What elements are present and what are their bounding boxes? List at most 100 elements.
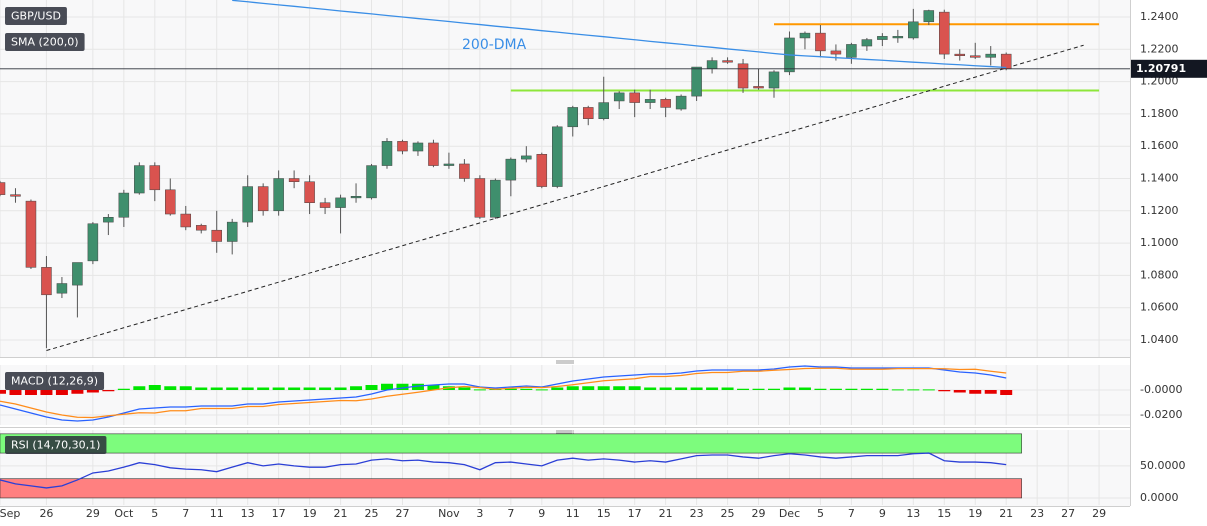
annotation: 200-DMA: [462, 37, 527, 53]
x-tick-label: 29: [86, 507, 100, 520]
histogram-bar: [102, 390, 115, 392]
candle-body: [969, 55, 981, 58]
histogram-bar: [241, 387, 254, 390]
histogram-bar: [675, 387, 688, 390]
x-tick-label: 17: [272, 507, 286, 520]
candle-body: [706, 60, 718, 69]
candle-body: [490, 179, 501, 218]
candle-body: [180, 213, 192, 228]
histogram-bar: [210, 387, 223, 390]
histogram-bar: [845, 388, 858, 390]
histogram-bar: [133, 386, 146, 390]
candle-body: [737, 63, 749, 89]
histogram-bar: [40, 390, 53, 395]
histogram-bar: [473, 389, 486, 391]
grid: [0, 0, 1130, 505]
histogram-bar: [334, 387, 347, 390]
last-price-label: 1.20791: [1136, 62, 1186, 75]
candle-body: [211, 229, 222, 242]
x-tick-label: 21: [999, 507, 1013, 520]
x-tick-label: 21: [659, 507, 673, 520]
histogram-bar: [179, 386, 192, 390]
rsi-band: [0, 478, 1022, 499]
y-tick-label: -0.0200: [1140, 408, 1182, 421]
histogram-bar: [737, 388, 750, 390]
candle-body: [923, 10, 935, 23]
candle-body: [335, 197, 346, 208]
y-tick-label: 1.1400: [1140, 172, 1179, 185]
candle-body: [722, 60, 733, 63]
histogram-bar: [257, 387, 270, 390]
x-tick-label: 7: [848, 507, 855, 520]
x-tick-label: 11: [210, 507, 224, 520]
x-tick-label: 25: [365, 507, 379, 520]
labels: 1.2400 1.2200 1.2000 1.1800 1.1600 1.1400 1.12…: [0, 7, 1207, 520]
candle-body: [567, 107, 579, 128]
histogram-bar: [272, 387, 285, 390]
candle-body: [273, 178, 284, 212]
histogram-bar: [891, 389, 904, 391]
macd-panel: [0, 365, 1130, 425]
legend-label: SMA (200,0): [11, 36, 79, 49]
y-tick-label: 0.0000: [1140, 491, 1179, 504]
x-tick-label: Dec: [779, 507, 800, 520]
panel-title: RSI (14,70,30,1): [11, 439, 100, 452]
panel-title: MACD (12,26,9): [11, 375, 98, 388]
last-price-box: [1131, 59, 1207, 78]
candle-body: [815, 32, 826, 52]
candle-body: [381, 141, 393, 166]
candle-body: [103, 217, 114, 223]
candle-body: [118, 192, 130, 218]
candle-body: [644, 99, 656, 103]
macd-line: [0, 367, 1007, 419]
resize-handle[interactable]: [556, 360, 574, 434]
histogram-bar: [752, 388, 765, 390]
histogram-bar: [768, 388, 780, 390]
marks: [0, 0, 1130, 499]
histogram-bar: [319, 387, 332, 390]
candle-body: [861, 39, 873, 47]
histogram-bar: [597, 386, 610, 390]
candle-body: [892, 36, 904, 39]
x-tick-label: 23: [1030, 507, 1044, 520]
candle-body: [443, 163, 455, 166]
candle-body: [165, 189, 176, 215]
histogram-bar: [690, 387, 703, 390]
y-tick-label: 1.0800: [1140, 268, 1179, 281]
macd-line: [0, 365, 1007, 422]
histogram-bar: [984, 390, 997, 394]
rsi-band: [0, 433, 1022, 454]
x-tick-label: 3: [476, 507, 483, 520]
x-tick-label: 9: [538, 507, 545, 520]
candle-body: [908, 21, 919, 39]
candle-body: [257, 186, 269, 212]
histogram-bar: [396, 383, 409, 390]
candle-body: [939, 11, 950, 55]
histogram-bar: [303, 387, 316, 390]
candle-body: [660, 99, 671, 108]
x-tick-label: 5: [151, 507, 158, 520]
candle-body: [134, 165, 145, 194]
x-tick-label: 29: [752, 507, 766, 520]
histogram-bar: [953, 390, 966, 393]
candle-body: [830, 50, 842, 55]
x-tick-label: 26: [39, 507, 53, 520]
candle-body: [56, 283, 68, 294]
x-tick-label: 27: [1061, 507, 1075, 520]
rsi-line: [0, 452, 1007, 489]
x-tick-label: 19: [303, 507, 317, 520]
sma-line: [232, 0, 1007, 69]
histogram-bar: [659, 387, 672, 390]
histogram-bar: [551, 387, 564, 390]
candle-body: [149, 165, 161, 191]
histogram-bar: [365, 385, 378, 390]
candle-body: [397, 141, 408, 152]
histogram-bar: [0, 390, 6, 394]
histogram-bar: [582, 386, 595, 390]
histogram-bar: [566, 386, 579, 390]
candle-body: [582, 107, 594, 119]
candle-body: [72, 262, 83, 286]
candle-body: [226, 221, 238, 242]
candle-body: [1000, 53, 1012, 70]
candle-body: [985, 53, 996, 58]
